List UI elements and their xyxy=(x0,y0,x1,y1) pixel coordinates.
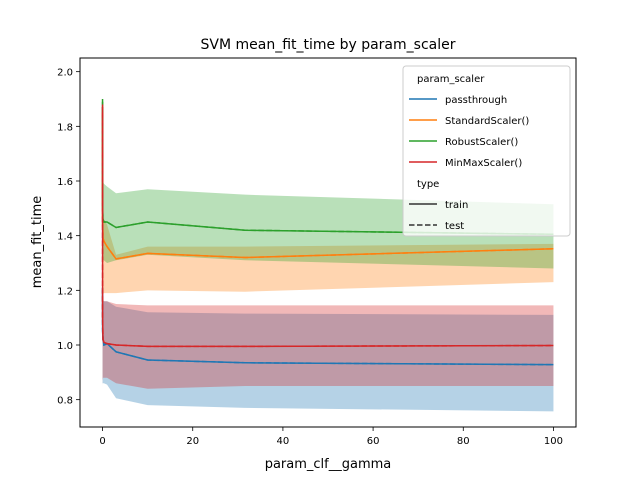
y-tick-label-2: 1.2 xyxy=(57,286,73,297)
x-tick-label-5: 100 xyxy=(544,436,563,447)
x-tick-label-1: 20 xyxy=(186,436,199,447)
legend-style-label-1: test xyxy=(445,221,464,232)
y-tick-label-3: 1.4 xyxy=(57,232,73,243)
y-tick-label-6: 2.0 xyxy=(57,68,73,79)
legend-label-0: passthrough xyxy=(445,95,507,106)
y-tick-label-0: 0.8 xyxy=(57,396,73,407)
line-train-series-3 xyxy=(101,107,554,348)
legend-box xyxy=(402,65,571,237)
band-series-1 xyxy=(102,99,554,318)
legend-title-hue: param_scaler xyxy=(417,74,485,85)
band-series-3 xyxy=(102,99,554,389)
plot-frame xyxy=(79,57,577,428)
y-tick-label-4: 1.6 xyxy=(57,177,73,188)
legend-label-2: RobustScaler() xyxy=(445,137,518,148)
y-tick-label-1: 1.0 xyxy=(57,341,73,352)
legend-label-3: MinMaxScaler() xyxy=(445,158,522,169)
y-tick-label-5: 1.8 xyxy=(57,122,73,133)
x-axis-ticks: 0 20 40 60 80 100 xyxy=(99,427,563,447)
y-axis-label: mean_fit_time xyxy=(30,196,45,289)
x-tick-label-2: 40 xyxy=(277,436,290,447)
legend: param_scaler passthrough StandardScaler() R… xyxy=(402,65,571,237)
band-series-0 xyxy=(102,181,554,412)
x-tick-label-4: 80 xyxy=(457,436,470,447)
x-tick-label-0: 0 xyxy=(99,436,105,447)
y-axis-ticks: 0.8 1.0 1.2 1.4 1.6 1.8 2.0 xyxy=(57,68,80,407)
series-lines xyxy=(101,98,554,366)
legend-style-label-0: train xyxy=(445,200,468,211)
legend-title-style: type xyxy=(417,179,439,190)
chart-title: SVM mean_fit_time by param_scaler xyxy=(201,37,456,53)
x-tick-label-3: 60 xyxy=(367,436,380,447)
legend-label-1: StandardScaler() xyxy=(445,116,529,127)
x-axis-label: param_clf__gamma xyxy=(265,457,392,472)
